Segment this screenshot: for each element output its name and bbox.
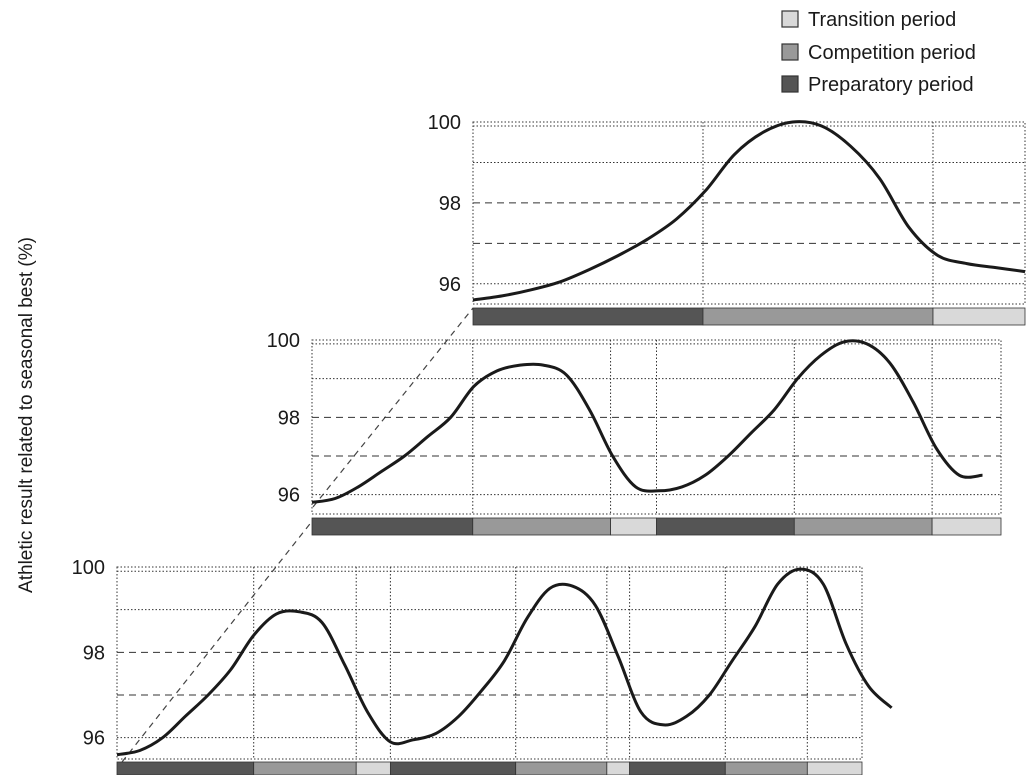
period-bar-preparatory	[656, 517, 795, 536]
panel-triple-cycle: 100 98 96	[72, 557, 893, 775]
period-bar-transition	[606, 761, 631, 775]
performance-curve	[311, 339, 983, 504]
period-bar-preparatory	[116, 761, 255, 775]
legend: Transition period Competition period Pre…	[781, 9, 976, 96]
period-bar-preparatory	[629, 761, 726, 775]
period-bar-competition	[515, 761, 608, 775]
period-bar-competition	[702, 307, 934, 326]
legend-label-transition: Transition period	[808, 9, 956, 31]
y-tick-label-96: 96	[439, 274, 461, 296]
connector-line-upper	[312, 307, 474, 508]
performance-curve	[472, 120, 1026, 302]
period-bar-preparatory	[389, 761, 517, 775]
period-bar-transition	[806, 761, 863, 775]
period-bar-transition	[931, 517, 1002, 536]
legend-swatch-competition	[781, 43, 799, 61]
plot-frame	[116, 566, 863, 760]
period-bar-transition	[610, 517, 657, 536]
performance-curve	[116, 567, 893, 757]
period-bar-competition	[724, 761, 808, 775]
y-tick-label-98: 98	[83, 642, 105, 664]
period-bar-preparatory	[472, 307, 704, 326]
period-bar-preparatory	[311, 517, 474, 536]
period-bar-competition	[253, 761, 357, 775]
period-bar-transition	[355, 761, 391, 775]
y-tick-label-98: 98	[439, 193, 461, 215]
y-tick-label-100: 100	[72, 557, 105, 579]
y-tick-label-98: 98	[278, 407, 300, 429]
legend-item-competition: Competition period	[781, 42, 976, 64]
legend-swatch-preparatory	[781, 75, 799, 93]
legend-swatch-transition	[781, 10, 799, 28]
legend-item-transition: Transition period	[781, 9, 956, 31]
y-tick-label-96: 96	[278, 485, 300, 507]
connector-line-lower	[121, 519, 314, 763]
legend-label-competition: Competition period	[808, 42, 976, 64]
y-tick-label-100: 100	[267, 330, 300, 352]
plot-frame	[472, 121, 1026, 305]
panel-single-cycle: 100 98 96	[428, 112, 1026, 326]
panel-double-cycle: 100 98 96	[267, 330, 1002, 536]
period-bar-transition	[932, 307, 1026, 326]
y-tick-label-96: 96	[83, 728, 105, 750]
legend-item-preparatory: Preparatory period	[781, 74, 974, 96]
period-bar-competition	[793, 517, 933, 536]
legend-label-preparatory: Preparatory period	[808, 74, 974, 96]
panels: 100 98 96 100 98 96 100 98 96	[72, 112, 1026, 775]
period-bar-competition	[472, 517, 611, 536]
y-tick-label-100: 100	[428, 112, 461, 134]
y-axis-title: Athletic result related to seasonal best…	[16, 237, 37, 593]
